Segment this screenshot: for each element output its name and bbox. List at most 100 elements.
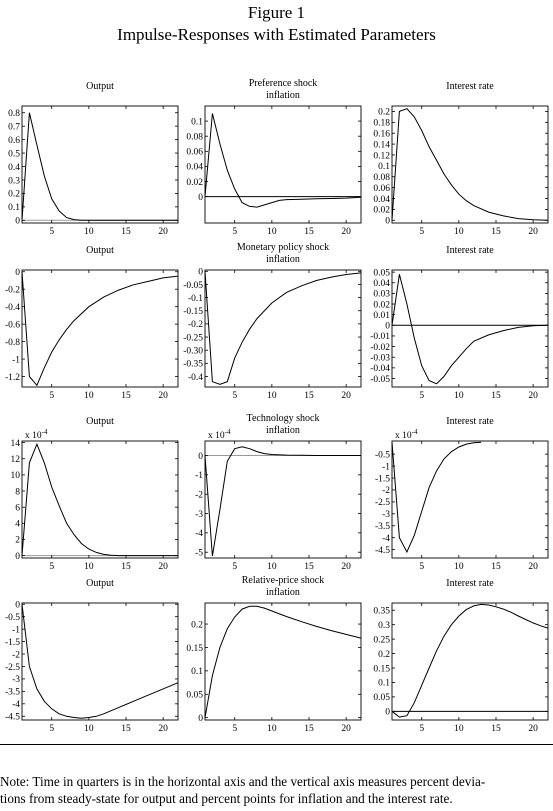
panel-title: Monetary policy shock [237,242,329,253]
y-tick-label: 8 [15,487,20,497]
y-tick-label: -4 [12,700,20,710]
y-tick-label: 0.1 [378,679,390,689]
response-line [391,441,482,554]
y-tick-label: -2 [12,650,20,660]
note-line-1: Note: Time in quarters is in the horizon… [0,774,486,789]
x-tick-label: 20 [528,724,538,734]
y-tick-label: 0 [198,193,203,203]
plot-frame [204,105,362,224]
panel-6: Interest rate0.050.040.030.020.010-0.01-… [370,245,549,401]
plot-frame [391,269,549,388]
x-tick-label: 20 [341,227,351,237]
y-tick-label: 0.7 [8,122,20,132]
x-tick-label: 5 [49,724,54,734]
x-tick-label: 15 [121,227,131,237]
y-tick-label: 0.1 [191,117,203,127]
panel-9: Interest rate x 10-4 -0.5 -1 -1.5 -2 -2.5 -3 -3.… [375,416,549,572]
x-tick-label: 5 [232,227,237,237]
y-tick-label: 0.05 [373,693,390,703]
x-tick-label: 5 [232,562,237,572]
y-tick-label: -4.5 [5,713,20,723]
y-tick-label: 0.1 [8,203,20,213]
y-tick-label: -1.5 [5,638,20,648]
x-tick-label: 10 [267,562,277,572]
y-tick-label: 0 [385,708,390,718]
y-tick-label: -0.5 [375,450,390,460]
response-line [21,112,178,221]
y-tick-label: -1 [12,355,20,365]
y-tick-label: -4 [195,529,203,539]
y-tick-label: -2.5 [5,663,20,673]
panel-title: Output [86,416,114,427]
axis-exponent-label: x 10-4 [25,428,48,441]
y-tick-label: -0.35 [183,360,203,370]
y-tick-label: 6 [15,503,20,513]
y-tick-label: -3 [195,510,203,520]
y-tick-label: -0.03 [370,354,390,364]
response-line [204,271,362,385]
plot-frame [21,105,179,224]
panel-title: Preference shock [249,78,318,89]
y-tick-label: -0.05 [370,375,390,385]
y-tick-label: -2 [382,486,390,496]
y-tick-label: -2.5 [375,498,390,508]
y-tick-label: -0.01 [370,332,390,342]
response-line [204,446,361,557]
x-tick-label: 20 [528,227,538,237]
x-tick-label: 5 [232,391,237,401]
panel-3: Interest rate00.020.040.060.080.10.120.1… [373,81,549,237]
plot-frame [391,602,549,721]
response-line [204,605,362,718]
x-tick-label: 5 [232,724,237,734]
plot-frame [21,440,179,559]
y-tick-label: -3 [12,675,20,685]
axis-exponent-label: x 10-4 [395,428,418,441]
plot-frame [204,602,362,721]
note-line-2: tions from steady-state for output and p… [0,791,453,806]
y-tick-label: -0.05 [183,281,203,291]
panel-title: Output [86,578,114,589]
y-tick-label: 0.02 [186,178,203,188]
panel-4: Output 0 -0.2 -0.4 -0.6 -0.8 -1 -1.2 5 10 15 20 [5,245,179,401]
y-tick-label: 0.08 [373,173,390,183]
y-tick-label: 0.06 [373,184,390,194]
x-tick-label: 10 [84,724,94,734]
y-tick-label: -1 [195,471,203,481]
y-tick-label: 0 [385,322,390,332]
y-tick-label: 0.8 [8,109,20,119]
y-tick-label: 0 [198,714,203,724]
y-tick-label: 12 [11,455,21,465]
y-tick-label: -1 [382,462,390,472]
y-tick-label: -0.04 [370,364,390,374]
y-tick-label: 0.4 [8,163,20,173]
response-line [391,603,549,718]
y-tick-label: -4.5 [375,546,390,556]
panel-title: inflation [266,587,300,598]
y-tick-label: 0.04 [373,195,390,205]
y-tick-label: 0.15 [373,664,390,674]
y-tick-label: -0.15 [183,307,203,317]
x-tick-label: 20 [341,562,351,572]
y-tick-label: 0.08 [186,132,203,142]
plot-frame [21,602,179,721]
y-tick-label: -1.2 [5,373,20,383]
y-tick-label: 0.04 [373,279,390,289]
panel-10: Output 0 -0.5 -1 -1.5 -2 -2.5 -3 -3.5 -4 -4.5 5 10 15… [5,578,179,734]
panel-7: Output x 10-4 0 2 4 6 8 10 12 14 5 10 15 20 [11,416,179,572]
x-tick-label: 10 [267,391,277,401]
panel-title: Interest rate [446,81,494,92]
panel-1: Output 0 0.1 0.2 0.3 0.4 0.5 0.6 0.7 0.8 5 10 15 20 [8,81,179,237]
y-tick-label: -0.4 [5,303,20,313]
y-tick-label: -0.4 [188,373,203,383]
response-line [204,113,362,208]
figure-number: Figure 1 [247,3,306,22]
y-tick-label: 0 [15,268,20,278]
note-divider [0,744,553,745]
x-tick-label: 15 [304,724,314,734]
panel-title: Interest rate [446,416,494,427]
x-tick-label: 5 [419,227,424,237]
x-tick-label: 15 [491,227,501,237]
y-tick-label: -4 [382,534,390,544]
